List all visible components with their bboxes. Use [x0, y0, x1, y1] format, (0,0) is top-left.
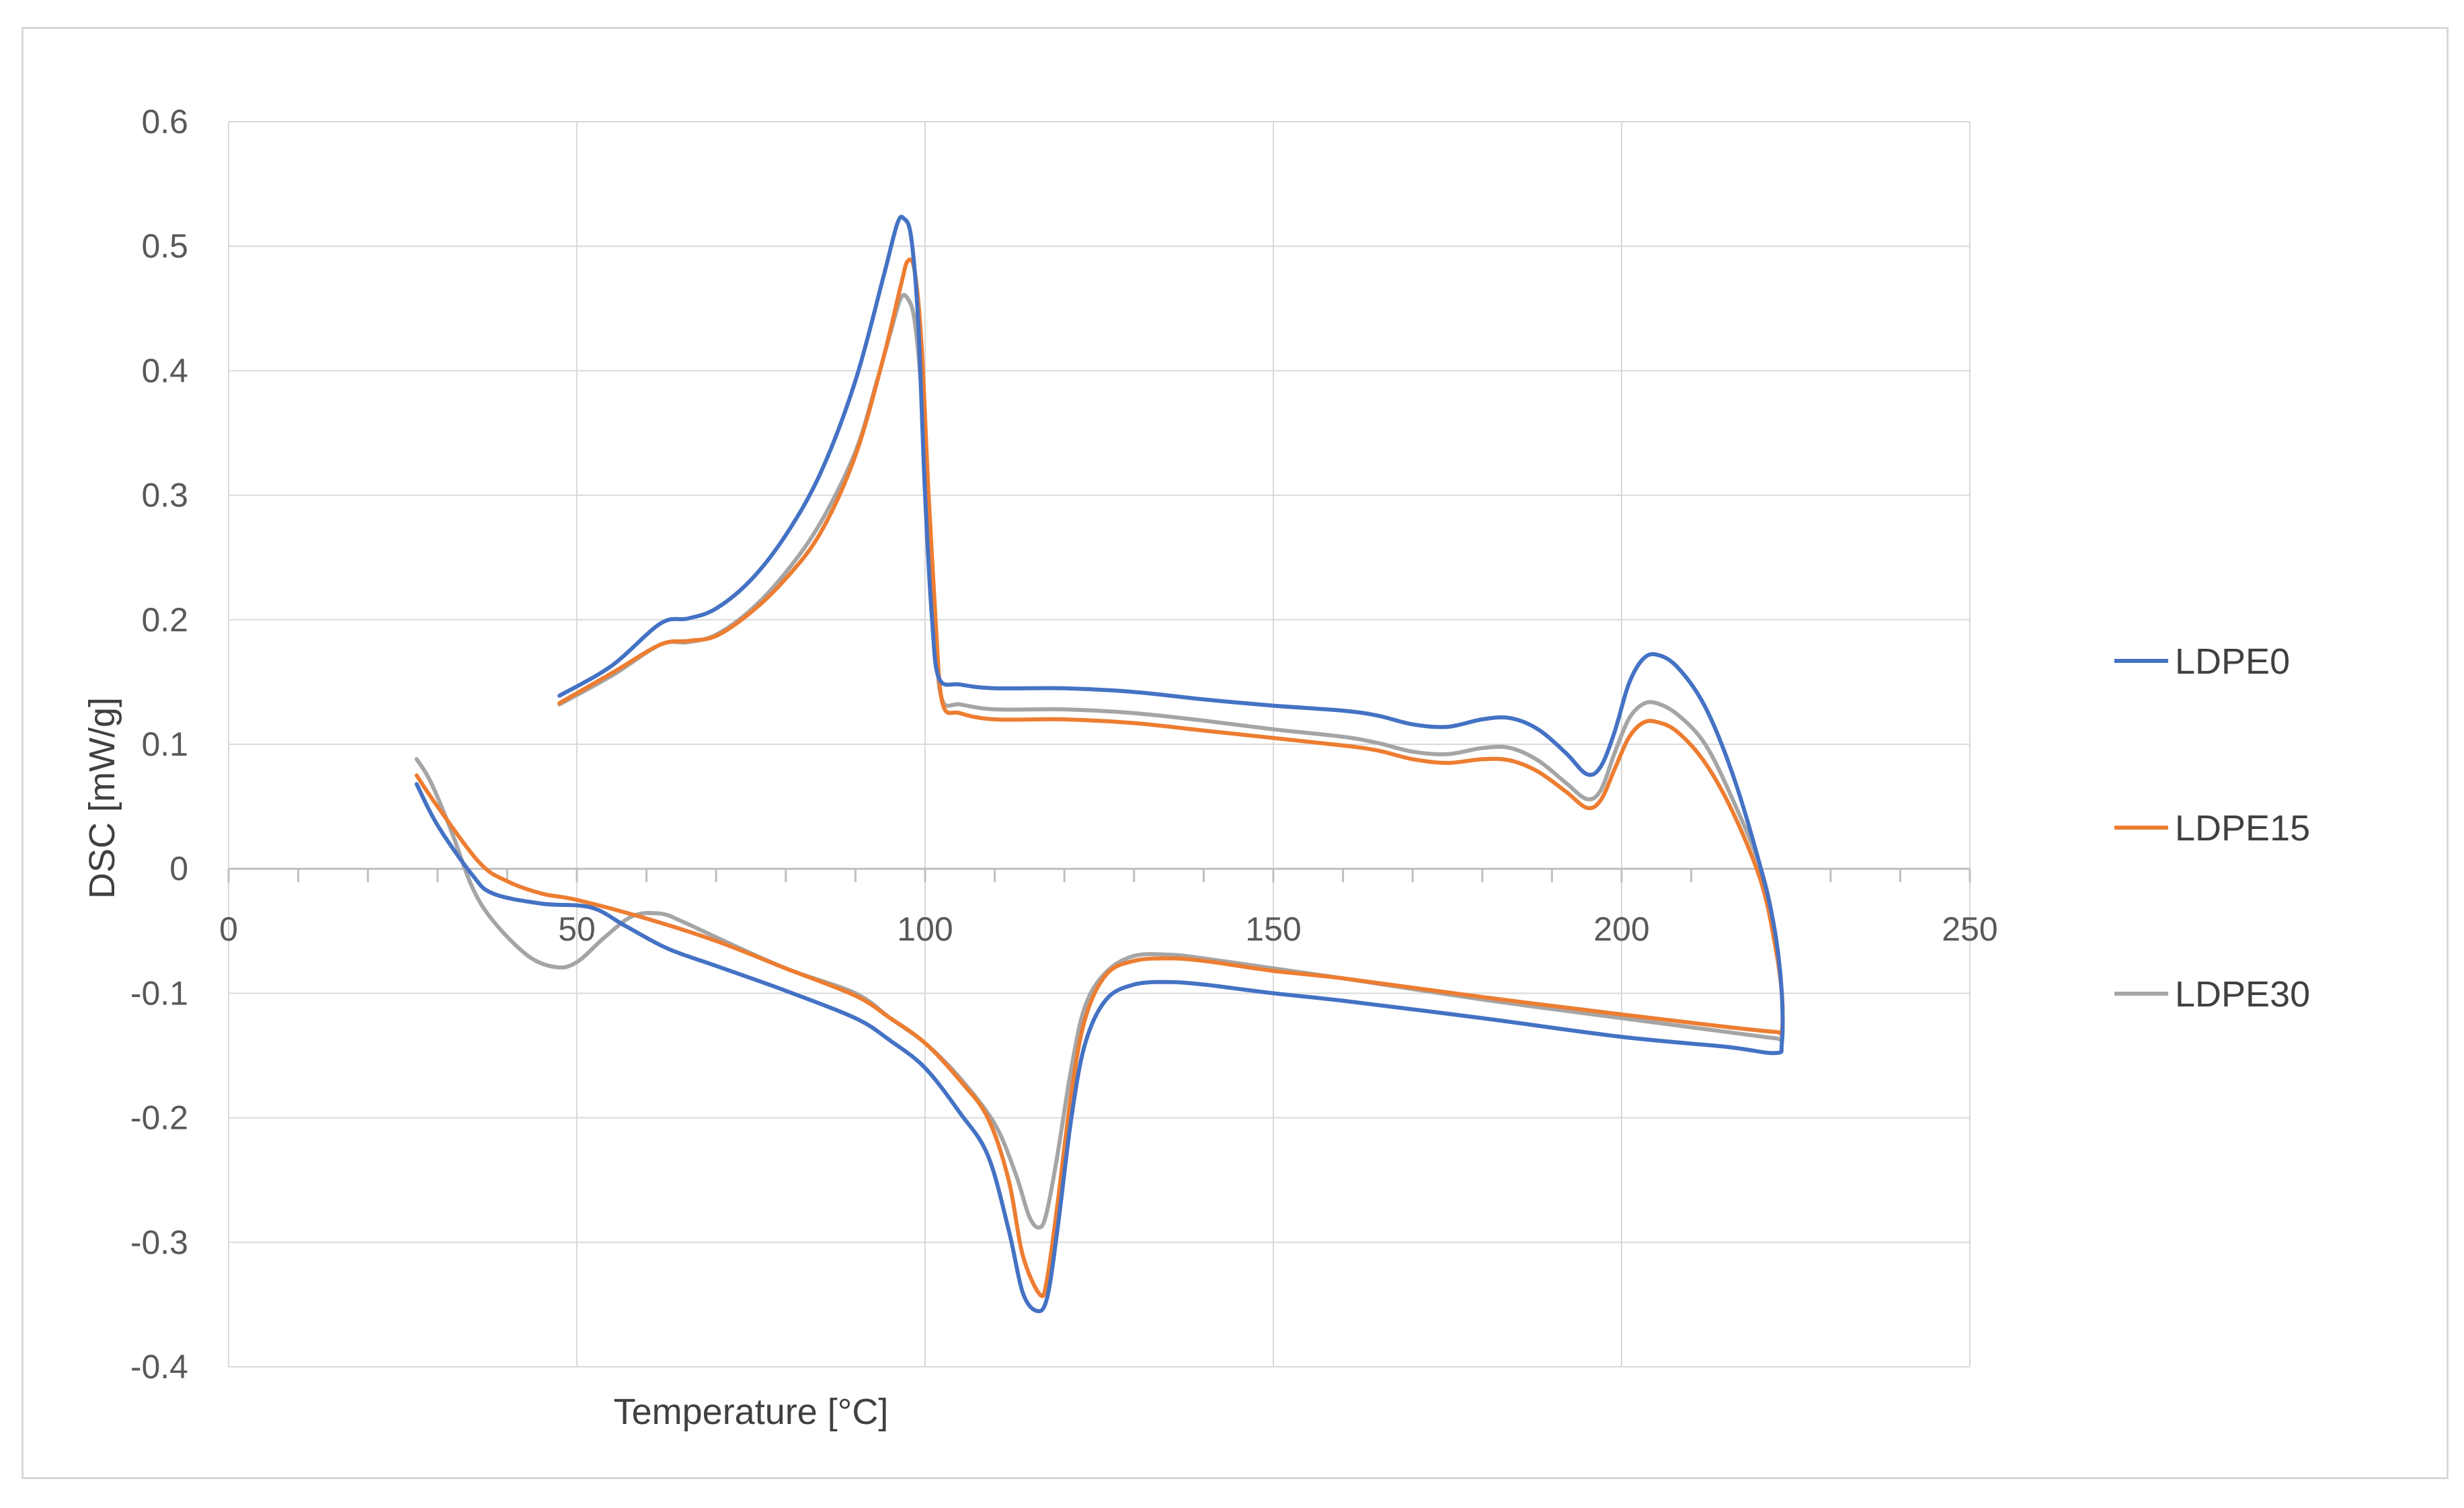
x-tick-label: 200: [1593, 910, 1649, 948]
y-axis-title: DSC [mW/g]: [82, 697, 122, 899]
x-tick-label: 100: [897, 910, 953, 948]
y-tick-label: 0.6: [141, 103, 188, 141]
x-tick-label: 50: [558, 910, 596, 948]
y-tick-label: 0.1: [141, 725, 188, 763]
x-tick-label: 0: [219, 910, 238, 948]
series-lines: [414, 214, 1785, 1314]
series-line-ldpe15: [414, 257, 1785, 1298]
legend-label-ldpe0: LDPE0: [2175, 641, 2290, 682]
x-tick-label: 250: [1942, 910, 1997, 948]
y-tick-label: -0.1: [130, 974, 188, 1012]
y-tick-label: 0.5: [141, 227, 188, 265]
y-tick-label: -0.3: [130, 1224, 188, 1261]
y-tick-label: 0.2: [141, 601, 188, 639]
dsc-chart: 0.6 0.5 0.4 0.3 0.2 0.1 0 -0.1 -0.2 -0.3 -0.4 0 50 10…: [82, 103, 2310, 1432]
legend-label-ldpe30: LDPE30: [2175, 974, 2310, 1015]
legend: LDPE0 LDPE15 LDPE30: [2114, 641, 2310, 1015]
y-tick-label: 0: [169, 850, 188, 887]
y-tick-label: 0.4: [141, 352, 188, 389]
axes: 0.6 0.5 0.4 0.3 0.2 0.1 0 -0.1 -0.2 -0.3 -0.4 0 50 10…: [130, 103, 1998, 1386]
series-line-ldpe0: [414, 214, 1785, 1314]
y-tick-label: 0.3: [141, 477, 188, 514]
x-tick-label: 150: [1245, 910, 1301, 948]
chart-frame: 0.6 0.5 0.4 0.3 0.2 0.1 0 -0.1 -0.2 -0.3 -0.4 0 50 10…: [22, 27, 2449, 1479]
gridlines: [228, 121, 1971, 1367]
y-tick-label: -0.2: [130, 1099, 188, 1137]
legend-label-ldpe15: LDPE15: [2175, 808, 2310, 848]
y-tick-label: -0.4: [130, 1348, 188, 1386]
x-axis-title: Temperature [°C]: [614, 1392, 889, 1432]
series-line-ldpe30: [414, 292, 1785, 1230]
